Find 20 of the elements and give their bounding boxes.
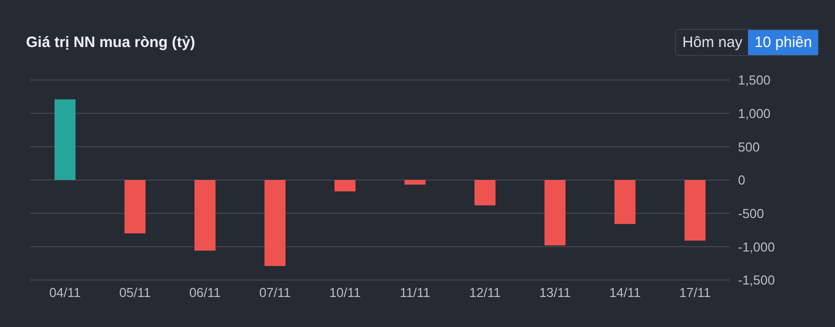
x-tick-label: 13/11	[539, 285, 571, 300]
x-tick-label: 17/11	[679, 285, 711, 300]
text: 10 phiên	[748, 30, 818, 55]
x-tick-label: 04/11	[49, 285, 81, 300]
x-tick-label: 05/11	[119, 285, 151, 300]
x-tick-label: 11/11	[400, 285, 430, 300]
y-tick-label: -1,500	[738, 272, 775, 288]
y-tick-label: 500	[738, 139, 760, 154]
y-tick-label: 0	[738, 172, 746, 188]
text: Hôm nay	[676, 30, 748, 55]
x-tick-label: 12/11	[469, 285, 501, 300]
y-tick-label: 1,000	[738, 106, 771, 121]
y-tick-label: -500	[738, 206, 764, 221]
x-tick-label: 14/11	[609, 285, 641, 300]
x-tick-label: 10/11	[329, 285, 361, 300]
y-tick-label: 1,500	[738, 72, 771, 88]
x-tick-label: 06/11	[189, 285, 221, 300]
chart-title: Giá trị NN mua ròng (tỷ)	[26, 34, 196, 51]
x-tick-label: 07/11	[259, 285, 291, 300]
y-tick-label: -1,000	[738, 239, 775, 254]
